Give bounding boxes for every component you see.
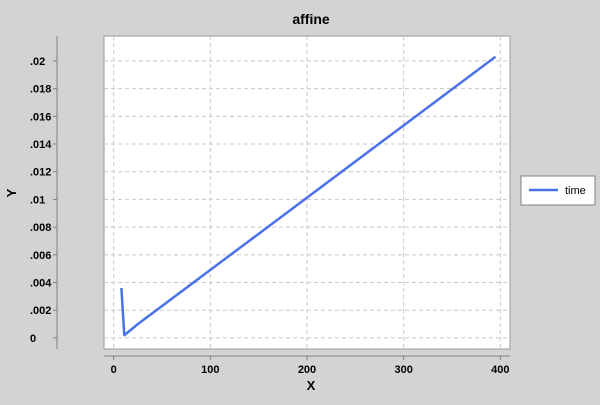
y-tick-label: .016	[30, 111, 51, 123]
legend-label-time: time	[565, 185, 586, 197]
y-tick-label: .004	[30, 278, 52, 290]
x-tick-label: 100	[201, 364, 219, 376]
chart-title: affine	[292, 11, 330, 27]
y-axis-label: Y	[4, 188, 19, 197]
y-tick-label: 0	[30, 333, 36, 345]
y-tick-label: .02	[30, 56, 45, 68]
series-layer	[120, 55, 497, 337]
x-tick-label: 0	[111, 364, 117, 376]
axes: 0 100 200 300 400 0 .002 .004 .006 .008 .01 .012 .01…	[30, 36, 510, 376]
x-axis-label: X	[307, 378, 316, 393]
legend: time	[520, 175, 596, 206]
y-tick-label: .01	[30, 194, 45, 206]
x-tick-label: 300	[394, 364, 412, 376]
y-tick-label: .006	[30, 250, 51, 262]
y-tick-label: .018	[30, 84, 51, 96]
x-tick-label: 400	[491, 364, 509, 376]
y-tick-label: .008	[30, 222, 51, 234]
x-tick-label: 200	[298, 364, 316, 376]
series-line-time	[120, 55, 497, 337]
y-tick-label: .014	[30, 139, 52, 151]
y-tick-label: .012	[30, 167, 51, 179]
y-tick-label: .002	[30, 305, 51, 317]
grid-lines	[104, 36, 510, 349]
